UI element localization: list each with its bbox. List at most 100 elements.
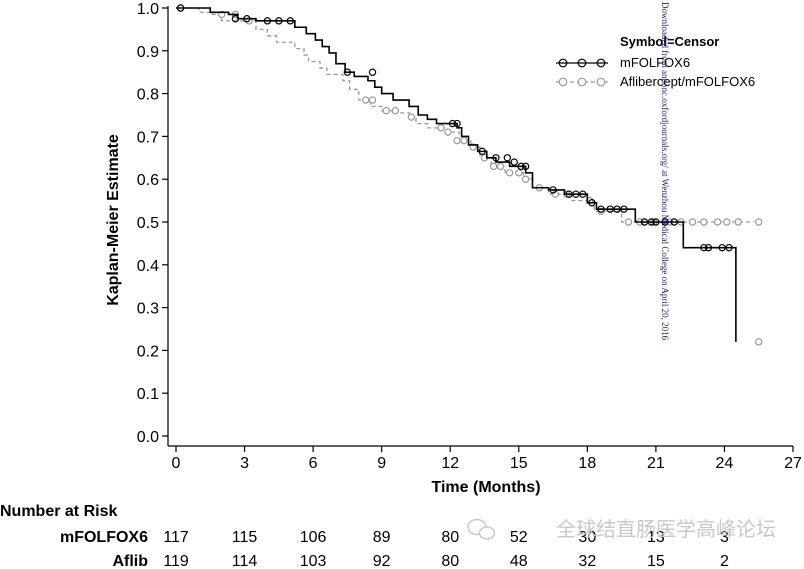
- y-tick-label: 0.0: [137, 429, 159, 446]
- censor-marker: [489, 162, 498, 171]
- legend: Symbol=Censor mFOLFOX6 Aflibercept/mFOLF…: [556, 34, 755, 89]
- censor-marker: [613, 205, 621, 213]
- censor-marker: [713, 218, 722, 226]
- legend-item-mfolfox6: mFOLFOX6: [556, 55, 690, 70]
- risk-value: 32: [578, 553, 596, 569]
- y-tick-label: 0.8: [137, 87, 159, 104]
- x-tick-label: 3: [240, 455, 249, 472]
- censor-marker: [700, 218, 708, 226]
- censor-marker: [437, 124, 445, 132]
- censor-marker: [453, 136, 461, 145]
- censor-marker: [661, 218, 669, 226]
- download-stamp: Downloaded from annonc.oxfordjournals.or…: [660, 2, 670, 341]
- risk-value: 114: [232, 553, 258, 569]
- x-tick-label: 27: [784, 455, 802, 472]
- wechat-logo-icon: [467, 518, 496, 540]
- censor-marker: [444, 128, 452, 136]
- censor-marker: [704, 243, 713, 252]
- risk-row-label-mfolfox6: mFOLFOX6: [60, 529, 148, 546]
- y-tick-label: 1.0: [137, 1, 159, 18]
- legend-item-aflibercept: Aflibercept/mFOLFOX6: [556, 74, 755, 89]
- y-tick-label: 0.5: [137, 215, 159, 232]
- censor-marker: [368, 96, 377, 104]
- risk-value: 52: [510, 529, 528, 546]
- censor-marker: [620, 205, 628, 213]
- censor-marker: [652, 218, 660, 226]
- censor-marker: [688, 218, 697, 226]
- censor-marker: [407, 113, 416, 121]
- censor-marker: [453, 119, 461, 128]
- risk-table-title: Number at Risk: [0, 503, 117, 520]
- legend-label-aflibercept: Aflibercept/mFOLFOX6: [620, 74, 755, 89]
- censor-marker: [755, 338, 763, 346]
- x-tick-label: 0: [172, 455, 181, 472]
- risk-value: 92: [373, 553, 391, 569]
- censor-marker: [286, 17, 294, 25]
- censor-marker: [382, 107, 390, 115]
- censor-marker: [565, 190, 573, 198]
- risk-value: 117: [163, 529, 189, 546]
- risk-value: 13: [647, 529, 665, 546]
- censor-marker: [496, 162, 505, 171]
- censor-marker: [176, 4, 185, 12]
- risk-value: 48: [510, 553, 528, 569]
- legend-marker-mfolfox6: [558, 58, 568, 68]
- y-tick-label: 0.7: [137, 129, 159, 146]
- legend-title: Symbol=Censor: [620, 34, 719, 49]
- censor-marker: [734, 218, 742, 226]
- risk-value: 2: [720, 553, 729, 569]
- censor-marker: [718, 243, 726, 252]
- risk-value: 106: [300, 529, 327, 546]
- risk-value: 3: [720, 529, 729, 546]
- y-tick-label: 0.2: [137, 343, 159, 360]
- censor-marker: [572, 190, 580, 198]
- risk-row-label-aflib: Aflib: [112, 553, 148, 569]
- censor-marker: [478, 147, 486, 156]
- censor-marker: [503, 154, 512, 162]
- legend-marker-aflibercept: [558, 77, 568, 87]
- censor-marker: [606, 205, 614, 213]
- risk-table: Number at Risk mFOLFOX6 Aflib 117 115 106 8…: [0, 503, 729, 569]
- axes: 0.0 0.1 0.2 0.3 0.4 0.5 0.6 0.7 0.8 0.9 1.0 0 3 6 9 12 1…: [137, 1, 802, 472]
- x-tick-label: 18: [578, 455, 596, 472]
- x-axis-title: Time (Months): [431, 479, 540, 496]
- x-tick-label: 6: [309, 455, 318, 472]
- forum-watermark: 全球结直肠医学高峰论坛: [556, 517, 776, 541]
- censor-marker: [243, 15, 251, 23]
- x-tick-label: 9: [377, 455, 386, 472]
- censor-marker: [579, 190, 587, 198]
- censor-marker: [515, 169, 523, 177]
- x-tick-label: 24: [716, 455, 734, 472]
- censor-marker: [492, 154, 500, 162]
- censor-marker: [640, 218, 649, 226]
- censor-marker: [231, 15, 240, 23]
- censor-marker: [368, 68, 377, 76]
- risk-value: 30: [578, 529, 596, 546]
- censor-marker: [521, 175, 530, 183]
- risk-value: 15: [647, 553, 665, 569]
- censor-marker: [460, 136, 468, 145]
- censor-marker: [343, 68, 352, 76]
- censor-marker: [597, 205, 605, 213]
- censor-marker: [263, 17, 272, 25]
- y-tick-label: 0.1: [137, 386, 159, 403]
- legend-label-mfolfox6: mFOLFOX6: [620, 55, 690, 70]
- censor-marker: [670, 218, 678, 226]
- censor-marker: [448, 119, 457, 128]
- censor-marker: [391, 107, 400, 115]
- censor-marker: [549, 186, 557, 194]
- censor-marker: [624, 218, 633, 226]
- censor-marker: [361, 96, 370, 104]
- risk-value: 119: [163, 553, 189, 569]
- risk-value: 89: [373, 529, 391, 546]
- y-tick-label: 0.9: [137, 44, 159, 61]
- y-tick-label: 0.6: [137, 172, 159, 189]
- x-tick-label: 15: [510, 455, 528, 472]
- y-axis-title: Kaplan-Meier Estimate: [105, 134, 122, 306]
- x-tick-label: 12: [441, 455, 459, 472]
- censor-marker: [505, 169, 514, 177]
- censor-marker: [755, 218, 763, 226]
- survival-curve: [176, 7, 737, 342]
- censor-marker: [510, 158, 518, 166]
